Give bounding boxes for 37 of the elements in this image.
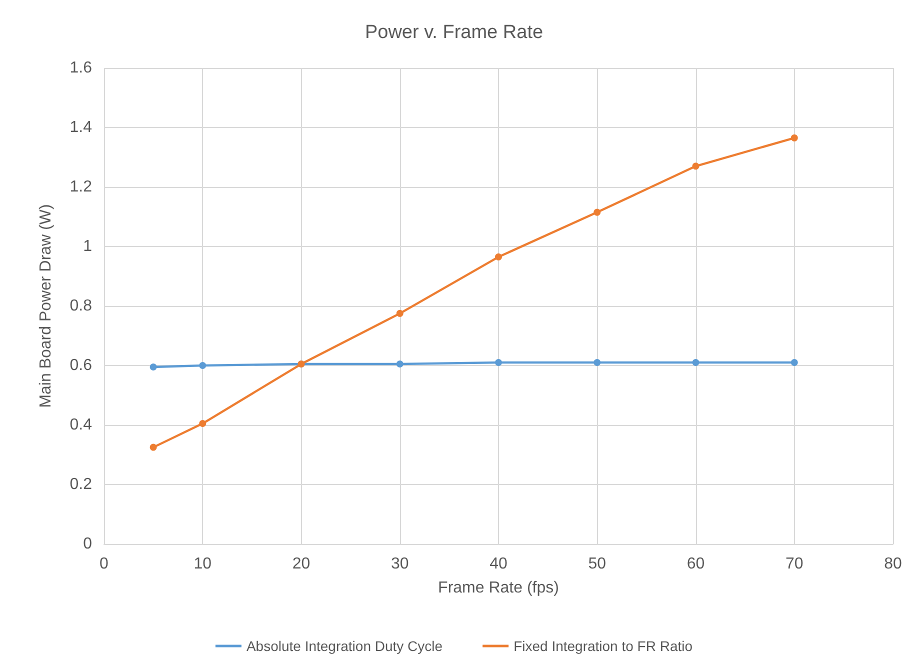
point (594, 359, 601, 366)
y-axis-title: Main Board Power Draw (W) (38, 204, 54, 408)
point (495, 253, 502, 260)
y-tick-label: 0.4 (70, 416, 92, 434)
point (692, 162, 700, 170)
legend-label: Fixed Integration to FR Ratio (514, 638, 693, 654)
point (396, 360, 404, 368)
x-tick-label: 20 (292, 556, 310, 572)
chart-title: Power v. Frame Rate (364, 22, 544, 43)
point (199, 420, 206, 428)
y-tick-label: 0.2 (70, 476, 92, 493)
legend-label: Absolute Integration Duty Cycle (246, 638, 443, 654)
point (150, 444, 157, 451)
y-tick-label: 1.2 (70, 178, 92, 196)
y-tick-label: 1.6 (70, 60, 92, 76)
point (396, 310, 404, 317)
point (495, 359, 502, 366)
point (790, 134, 798, 142)
x-tick-label: 50 (588, 556, 606, 572)
x-tick-label: 80 (884, 556, 902, 572)
x-tick-label: 0 (100, 556, 109, 572)
point (594, 208, 601, 216)
x-tick-label: 10 (194, 556, 212, 572)
x-tick-label: 60 (686, 556, 705, 572)
y-tick-label: 1.4 (70, 119, 92, 136)
point (199, 362, 206, 369)
x-axis-title: Frame Rate (fps) (438, 580, 559, 596)
point (790, 359, 798, 366)
x-tick-label: 40 (490, 556, 508, 572)
point (150, 363, 157, 370)
point (692, 359, 700, 366)
x-tick-label: 30 (390, 556, 409, 572)
y-tick-label: 0.8 (70, 298, 92, 314)
x-tick-label: 70 (785, 556, 804, 572)
y-tick-label: 1 (83, 238, 92, 255)
y-tick-label: 0 (83, 536, 92, 552)
y-tick-label: 0.6 (70, 357, 92, 374)
